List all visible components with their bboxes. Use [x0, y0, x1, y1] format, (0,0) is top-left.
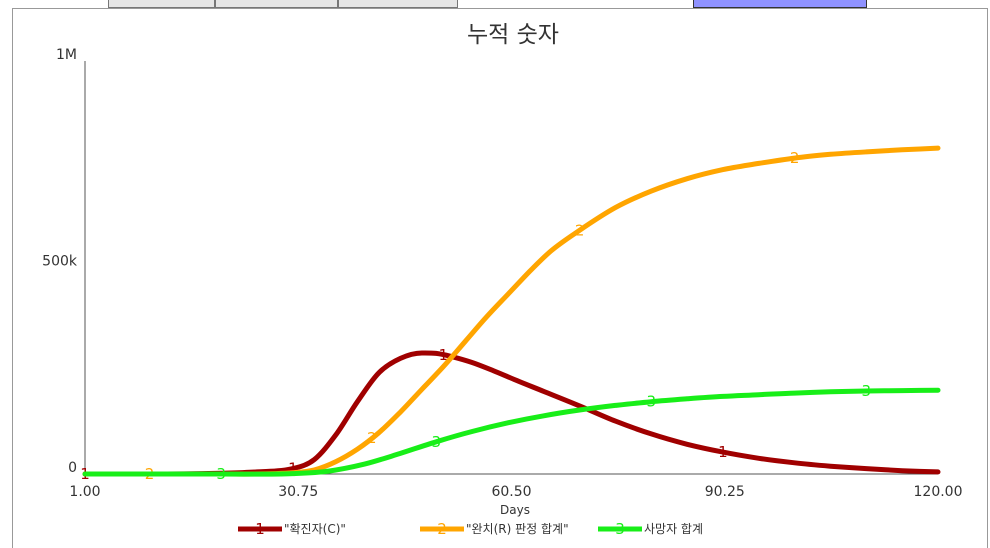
- chart-frame-right: [987, 8, 988, 548]
- y-tick-label: 0: [68, 460, 77, 476]
- legend-label-3: 사망자 합계: [644, 522, 703, 536]
- legend-label-2: "완치(R) 판정 합계": [466, 522, 569, 536]
- y-tick-label: 1M: [56, 47, 77, 63]
- x-tick-label: 90.25: [705, 484, 745, 500]
- legend-marker: 3: [615, 520, 625, 538]
- x-tick-label: 60.50: [491, 484, 531, 500]
- series-line-3: [82, 387, 941, 477]
- chart-frame-left: [12, 8, 13, 548]
- chart-frame-top: [12, 8, 988, 9]
- x-tick-label: 120.00: [914, 484, 963, 500]
- tab-3[interactable]: [338, 0, 458, 8]
- series-marker-label: 3: [862, 382, 872, 400]
- series-line-2: [82, 145, 941, 477]
- series-line-1: [82, 350, 941, 477]
- legend-marker: 1: [255, 520, 265, 538]
- series-marker-label: 1: [439, 346, 449, 364]
- series-marker-label: 2: [790, 149, 800, 167]
- x-tick-label: 1.00: [69, 484, 100, 500]
- tab-2[interactable]: [215, 0, 338, 8]
- chart-title: 누적 숫자: [467, 22, 559, 48]
- legend-label-1: "확진자(C)": [284, 522, 346, 536]
- series-marker-label: 3: [431, 433, 441, 451]
- action-button[interactable]: [693, 0, 867, 8]
- legend-marker: 2: [437, 520, 447, 538]
- x-tick-label: 30.75: [278, 484, 318, 500]
- series-marker-label: 3: [216, 465, 226, 483]
- y-tick-label: 500k: [42, 254, 78, 270]
- series-marker-label: 3: [647, 393, 657, 411]
- x-axis-label: Days: [500, 503, 530, 517]
- series-marker-label: 2: [575, 221, 585, 239]
- series-marker-label: 1: [288, 460, 298, 478]
- tab-1[interactable]: [108, 0, 215, 8]
- series-marker-label: 2: [367, 429, 377, 447]
- series-marker-label: 1: [718, 443, 728, 461]
